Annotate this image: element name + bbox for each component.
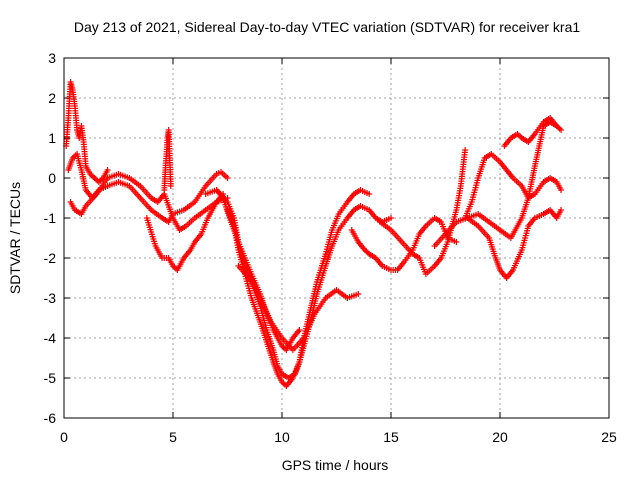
data-point (553, 123, 560, 129)
data-points (63, 79, 565, 389)
y-tick-label: -2 (44, 250, 57, 266)
y-tick-label: 1 (48, 130, 56, 146)
y-tick-label: -4 (44, 330, 57, 346)
data-point (558, 127, 565, 133)
data-point (453, 239, 460, 245)
data-point (224, 175, 231, 181)
x-tick-label: 20 (492, 429, 508, 445)
y-tick-label: -1 (44, 210, 57, 226)
y-tick-label: 3 (48, 50, 56, 66)
data-point (167, 183, 174, 189)
y-tick-label: -5 (44, 370, 57, 386)
y-tick-label: 0 (48, 170, 56, 186)
x-tick-label: 0 (60, 429, 68, 445)
data-point (296, 327, 303, 333)
chart-title: Day 213 of 2021, Sidereal Day-to-day VTE… (74, 19, 580, 35)
x-axis-label: GPS time / hours (282, 457, 389, 473)
y-axis-label: SDTVAR / TECUs (7, 182, 23, 294)
data-point (355, 291, 362, 297)
grid-lines (64, 58, 609, 418)
data-point (366, 191, 373, 197)
data-point (558, 187, 565, 193)
y-tick-label: 2 (48, 90, 56, 106)
data-point (104, 167, 111, 173)
x-tick-label: 5 (169, 429, 177, 445)
x-tick-label: 15 (383, 429, 399, 445)
y-tick-label: -3 (44, 290, 57, 306)
data-point (388, 215, 394, 221)
data-point (558, 207, 565, 213)
x-tick-label: 25 (601, 429, 617, 445)
y-tick-label: -6 (44, 410, 57, 426)
x-tick-label: 10 (274, 429, 290, 445)
plot-frame (63, 57, 610, 419)
data-point (462, 147, 469, 153)
